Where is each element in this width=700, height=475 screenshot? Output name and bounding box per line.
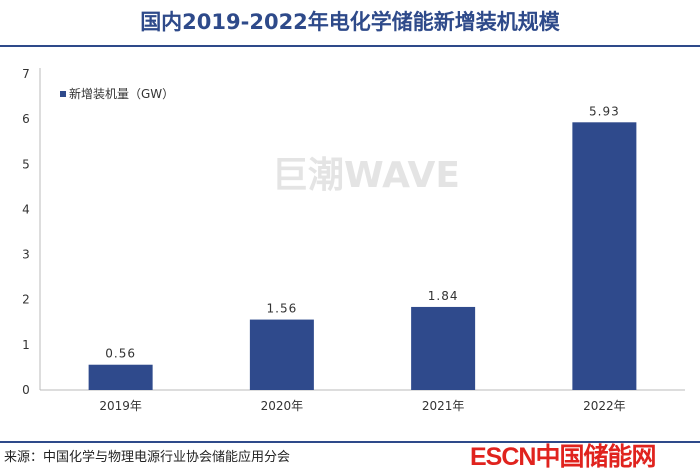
y-tick-label: 3 [22, 248, 30, 262]
x-tick-label: 2020年 [261, 399, 304, 413]
x-tick-label: 2022年 [583, 399, 626, 413]
legend-label: 新增装机量（GW） [69, 86, 174, 101]
y-tick-label: 4 [22, 202, 30, 216]
bar-2019年 [88, 364, 153, 390]
title-divider [0, 45, 700, 47]
y-tick-label: 0 [22, 383, 30, 397]
y-tick-label: 5 [22, 157, 30, 171]
y-tick-label: 7 [22, 67, 30, 81]
source-note: 来源：中国化学与物理电源行业协会储能应用分会 [4, 450, 291, 465]
bar-2020年 [249, 319, 314, 390]
bar-2022年 [572, 122, 637, 390]
y-tick-label: 6 [22, 112, 30, 126]
bar-2021年 [411, 306, 476, 390]
y-tick-label: 1 [22, 338, 30, 352]
escn-logo: ESCN中国储能网 [470, 443, 656, 471]
data-label: 1.84 [428, 289, 459, 303]
legend-swatch [60, 91, 66, 97]
watermark: 巨潮WAVE [272, 155, 460, 196]
x-tick-label: 2019年 [99, 399, 142, 413]
footer-divider [0, 441, 700, 443]
x-tick-label: 2021年 [422, 399, 465, 413]
bar-chart: 0 1 2 3 4 5 6 7 0.56 2019年 1.56 2020年 1.84 2021年 5.93 2… [22, 67, 685, 413]
chart-title: 国内2019-2022年电化学储能新增装机规模 [140, 10, 560, 34]
y-tick-label: 2 [22, 293, 30, 307]
data-label: 0.56 [105, 347, 136, 361]
data-label: 1.56 [267, 302, 298, 316]
data-label: 5.93 [589, 104, 620, 118]
